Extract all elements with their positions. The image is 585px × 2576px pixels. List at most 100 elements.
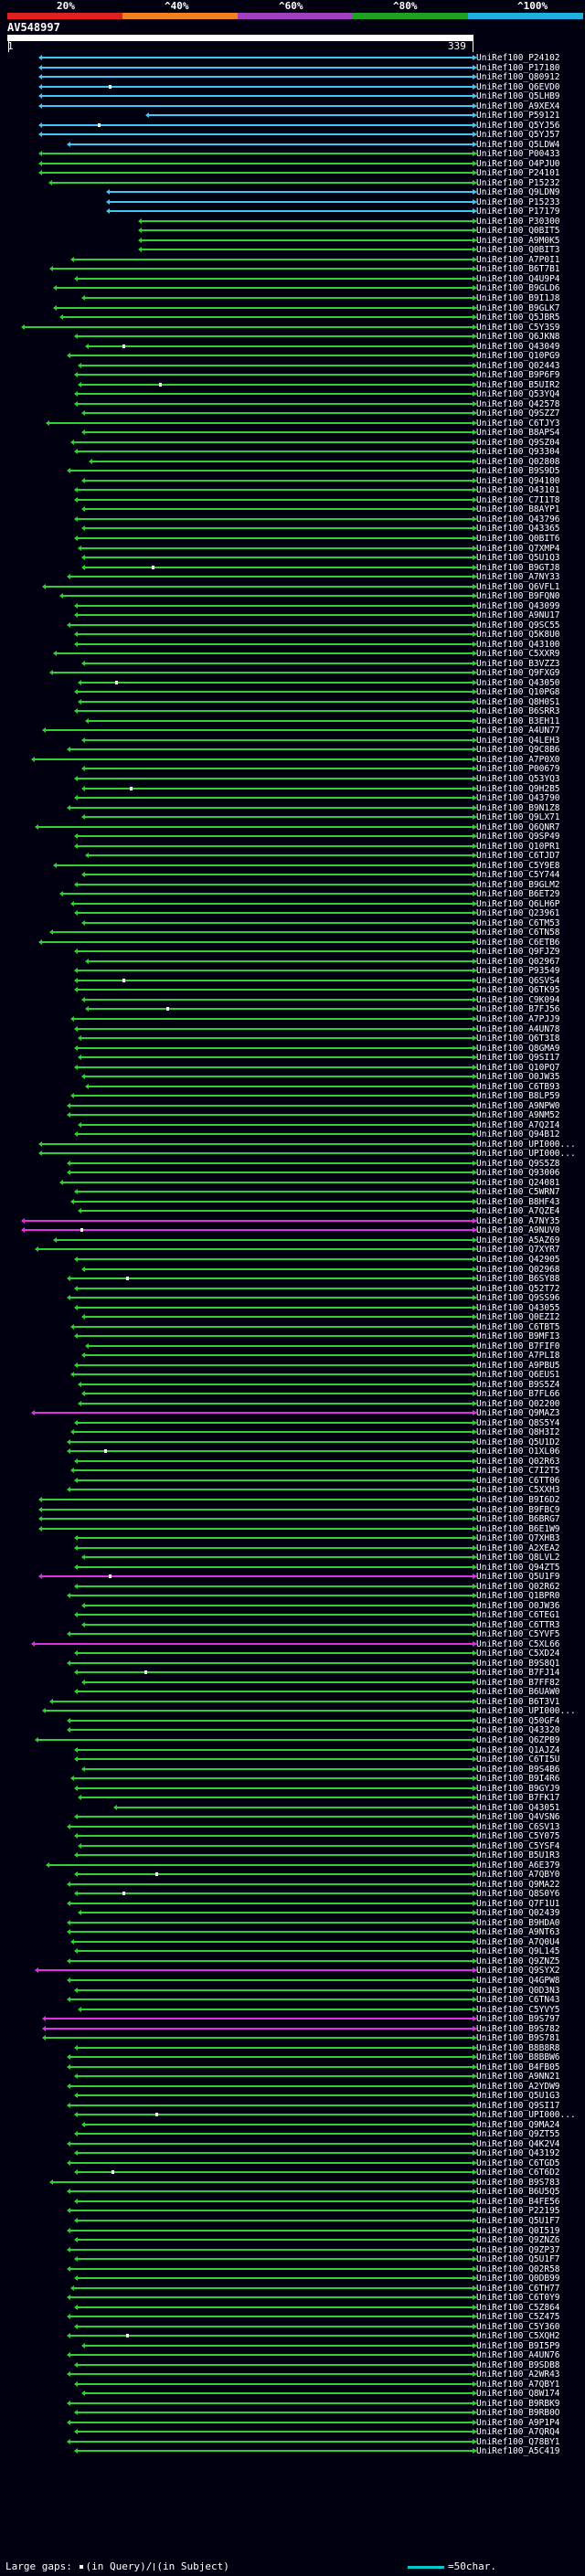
hit-link[interactable]: UniRef100_Q1BPR0 [476, 1591, 560, 1602]
hit-link[interactable]: UniRef100_B9I1J8 [476, 293, 560, 303]
hit-link[interactable]: UniRef100_Q9L145 [476, 1946, 560, 1957]
hit-link[interactable]: UniRef100_Q9SI17 [476, 1053, 560, 1064]
hit-link[interactable]: UniRef100_A7PJJ9 [476, 1014, 560, 1024]
hit-link[interactable]: UniRef100_Q02967 [476, 956, 560, 967]
hit-link[interactable]: UniRef100_A7PLI8 [476, 1351, 560, 1362]
hit-link[interactable]: UniRef100_B9S782 [476, 2023, 560, 2034]
hit-link[interactable]: UniRef100_C5Z475 [476, 2312, 560, 2323]
hit-link[interactable]: UniRef100_B3EH11 [476, 716, 560, 726]
hit-link[interactable]: UniRef100_Q9SYX2 [476, 1966, 560, 1977]
hit-link[interactable]: UniRef100_B7FJ14 [476, 1668, 560, 1679]
hit-link[interactable]: UniRef100_C5XL66 [476, 1638, 560, 1649]
hit-link[interactable]: UniRef100_B8B8R8 [476, 2042, 560, 2053]
hit-link[interactable]: UniRef100_P00433 [476, 149, 560, 160]
hit-link[interactable]: UniRef100_B6T3V1 [476, 1696, 560, 1707]
hit-link[interactable]: UniRef100_P15232 [476, 177, 560, 188]
hit-link[interactable]: UniRef100_Q8GMA9 [476, 1043, 560, 1054]
hit-link[interactable]: UniRef100_Q5YJ56 [476, 120, 560, 131]
hit-link[interactable]: UniRef100_A7Q0U4 [476, 1936, 560, 1947]
hit-link[interactable]: UniRef100_B6U5Q5 [476, 2187, 560, 2198]
hit-link[interactable]: UniRef100_Q43050 [476, 677, 560, 688]
hit-link[interactable]: UniRef100_Q9LDN9 [476, 187, 560, 198]
hit-link[interactable]: UniRef100_Q6VFL1 [476, 581, 560, 592]
hit-link[interactable]: UniRef100_Q5U1F7 [476, 2254, 560, 2265]
hit-link[interactable]: UniRef100_B8BBW6 [476, 2052, 560, 2063]
hit-link[interactable]: UniRef100_O0JW35 [476, 1072, 560, 1083]
hit-link[interactable]: UniRef100_Q9H2B5 [476, 783, 560, 794]
hit-link[interactable]: UniRef100_Q0I519 [476, 2225, 560, 2236]
hit-link[interactable]: UniRef100_P17179 [476, 207, 560, 217]
hit-link[interactable]: UniRef100_Q10PQ7 [476, 1062, 560, 1073]
hit-link[interactable]: UniRef100_Q94B12 [476, 1129, 560, 1140]
hit-link[interactable]: UniRef100_P24101 [476, 168, 560, 179]
hit-link[interactable]: UniRef100_B4FE56 [476, 2196, 560, 2207]
hit-link[interactable]: UniRef100_Q4LEH3 [476, 735, 560, 746]
hit-link[interactable]: UniRef100_C6TN58 [476, 928, 560, 938]
hit-link[interactable]: UniRef100_A4UN76 [476, 2350, 560, 2361]
hit-link[interactable]: UniRef100_Q6T3I8 [476, 1034, 560, 1044]
hit-link[interactable]: UniRef100_C5YVY5 [476, 2004, 560, 2015]
hit-link[interactable]: UniRef100_A7QBY1 [476, 2379, 560, 2390]
hit-link[interactable]: UniRef100_B9RBK9 [476, 2398, 560, 2409]
hit-link[interactable]: UniRef100_B9I5P9 [476, 2340, 560, 2351]
hit-link[interactable]: UniRef100_Q5LDW4 [476, 139, 560, 150]
hit-link[interactable]: UniRef100_Q9ZP37 [476, 2244, 560, 2255]
hit-link[interactable]: UniRef100_P17180 [476, 62, 560, 73]
hit-link[interactable]: UniRef100_C7I2T5 [476, 1466, 560, 1477]
hit-link[interactable]: UniRef100_Q4K2V4 [476, 2138, 560, 2149]
hit-link[interactable]: UniRef100_B6BRG7 [476, 1514, 560, 1525]
hit-link[interactable]: UniRef100_A7QRQ4 [476, 2427, 560, 2438]
hit-link[interactable]: UniRef100_C5Y3S9 [476, 322, 560, 333]
hit-link[interactable]: UniRef100_Q5U1G3 [476, 2091, 560, 2102]
hit-link[interactable]: UniRef100_Q9ZNZ5 [476, 1956, 560, 1966]
hit-link[interactable]: UniRef100_B9S781 [476, 2033, 560, 2044]
hit-link[interactable]: UniRef100_Q9ZNZ6 [476, 2235, 560, 2246]
hit-link[interactable]: UniRef100_Q9SZZ7 [476, 408, 560, 419]
hit-link[interactable]: UniRef100_Q6QNR7 [476, 822, 560, 832]
hit-link[interactable]: UniRef100_Q02R62 [476, 1581, 560, 1592]
hit-link[interactable]: UniRef100_UPI000... [476, 1706, 576, 1717]
hit-link[interactable]: UniRef100_B9S9D5 [476, 466, 560, 477]
hit-link[interactable]: UniRef100_B9MFI3 [476, 1331, 560, 1342]
hit-link[interactable]: UniRef100_Q02439 [476, 1908, 560, 1919]
hit-link[interactable]: UniRef100_B6SY88 [476, 1274, 560, 1285]
hit-link[interactable]: UniRef100_Q02808 [476, 456, 560, 467]
hit-link[interactable]: UniRef100_Q8S0Y6 [476, 1889, 560, 1900]
hit-link[interactable]: UniRef100_Q8LVL2 [476, 1553, 560, 1564]
hit-link[interactable]: UniRef100_Q6EUS1 [476, 1370, 560, 1381]
hit-link[interactable]: UniRef100_Q7XHB3 [476, 1533, 560, 1544]
hit-link[interactable]: UniRef100_C6TEG1 [476, 1610, 560, 1621]
hit-link[interactable]: UniRef100_Q9SC55 [476, 620, 560, 631]
hit-link[interactable]: UniRef100_UPI000... [476, 1149, 576, 1160]
hit-link[interactable]: UniRef100_O0JW36 [476, 1600, 560, 1611]
hit-link[interactable]: UniRef100_A2XEA2 [476, 1542, 560, 1553]
hit-link[interactable]: UniRef100_P30300 [476, 216, 560, 227]
hit-link[interactable]: UniRef100_O43101 [476, 485, 560, 496]
hit-link[interactable]: UniRef100_B9HDA0 [476, 1917, 560, 1928]
hit-link[interactable]: UniRef100_Q78BY1 [476, 2436, 560, 2447]
hit-link[interactable]: UniRef100_Q43051 [476, 1802, 560, 1813]
hit-link[interactable]: UniRef100_Q8H3I2 [476, 1427, 560, 1438]
hit-link[interactable]: UniRef100_Q5K8U0 [476, 630, 560, 641]
hit-link[interactable]: UniRef100_Q5LHB9 [476, 91, 560, 102]
hit-link[interactable]: UniRef100_Q9FJZ9 [476, 947, 560, 958]
hit-link[interactable]: UniRef100_B6SRR3 [476, 706, 560, 717]
hit-link[interactable]: UniRef100_Q0D3N3 [476, 1985, 560, 1996]
hit-link[interactable]: UniRef100_C5YVF5 [476, 1629, 560, 1640]
hit-link[interactable]: UniRef100_Q94ZT5 [476, 1562, 560, 1573]
hit-link[interactable]: UniRef100_Q43049 [476, 341, 560, 352]
hit-link[interactable]: UniRef100_Q5U1D2 [476, 1436, 560, 1447]
hit-link[interactable]: UniRef100_Q6EVD0 [476, 81, 560, 92]
hit-link[interactable]: UniRef100_Q9FXG9 [476, 668, 560, 679]
hit-link[interactable]: UniRef100_B9S783 [476, 2177, 560, 2188]
hit-link[interactable]: UniRef100_A5C419 [476, 2446, 560, 2457]
hit-link[interactable]: UniRef100_Q8W174 [476, 2389, 560, 2400]
hit-link[interactable]: UniRef100_B8APS4 [476, 428, 560, 439]
hit-link[interactable]: UniRef100_Q0BIT3 [476, 245, 560, 256]
hit-link[interactable]: UniRef100_P22195 [476, 2206, 560, 2217]
hit-link[interactable]: UniRef100_B9S4B6 [476, 1764, 560, 1775]
hit-link[interactable]: UniRef100_Q24081 [476, 1177, 560, 1188]
hit-link[interactable]: UniRef100_B8LP59 [476, 1091, 560, 1102]
hit-link[interactable]: UniRef100_B9RB0O [476, 2408, 560, 2419]
hit-link[interactable]: UniRef100_C5XD24 [476, 1648, 560, 1659]
